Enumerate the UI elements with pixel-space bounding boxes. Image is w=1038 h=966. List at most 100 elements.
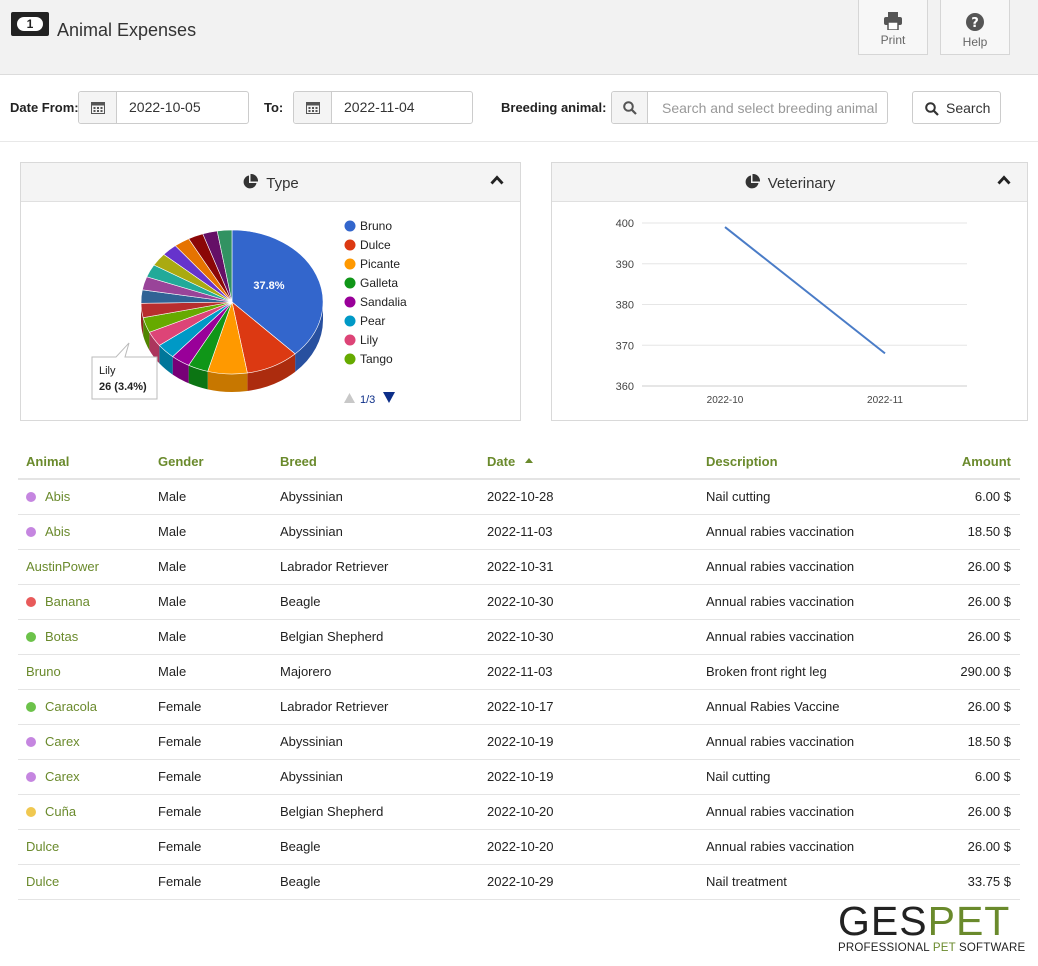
cell-animal[interactable]: Banana [18, 584, 150, 620]
print-button[interactable]: Print [858, 0, 928, 55]
breeding-animal-label: Breeding animal: [501, 100, 607, 115]
animal-name-link[interactable]: Dulce [26, 874, 60, 889]
page-title: Animal Expenses [57, 20, 197, 40]
app-icon-number: 1 [26, 17, 34, 31]
pie-slice-side[interactable] [159, 345, 173, 375]
legend-item[interactable]: Dulce [360, 238, 391, 252]
cell-amount: 26.00 $ [898, 689, 1020, 725]
cell-description: Annual rabies vaccination [698, 794, 898, 830]
animal-name-link[interactable]: Carex [45, 734, 80, 749]
veterinary-panel-header: Veterinary [552, 163, 1027, 202]
breeding-animal-input[interactable] [650, 93, 886, 122]
animal-name-link[interactable]: Dulce [26, 839, 60, 854]
cell-description: Annual Rabies Vaccine [698, 689, 898, 725]
table-row[interactable]: Carex Female Abyssinian 2022-10-19 Nail cutt… [18, 759, 1020, 795]
collapse-chevron-icon[interactable] [490, 175, 504, 185]
column-header-description[interactable]: Description [698, 444, 898, 480]
cell-gender: Female [150, 689, 272, 725]
animal-name-link[interactable]: AustinPower [26, 559, 99, 574]
legend-prev-arrow-icon[interactable] [344, 393, 355, 403]
pie-slice-side[interactable] [149, 332, 160, 364]
legend-item[interactable]: Sandalia [360, 295, 407, 309]
animal-color-dot [26, 527, 36, 537]
pie-slice-side[interactable] [143, 317, 150, 351]
cell-description: Nail cutting [698, 479, 898, 515]
y-tick-label: 370 [616, 340, 634, 352]
legend-item[interactable]: Lily [360, 333, 378, 347]
cell-amount: 290.00 $ [898, 654, 1020, 690]
cell-animal[interactable]: Caracola [18, 689, 150, 725]
cell-animal[interactable]: Botas [18, 619, 150, 655]
cell-animal[interactable]: Abis [18, 479, 150, 515]
table-row[interactable]: Botas Male Belgian Shepherd 2022-10-30 Annua… [18, 619, 1020, 655]
animal-name-link[interactable]: Botas [45, 629, 79, 644]
cell-description: Broken front right leg [698, 654, 898, 690]
collapse-chevron-icon[interactable] [997, 175, 1011, 185]
legend-swatch [344, 220, 356, 232]
date-to-value: 2022-11-04 [344, 99, 415, 115]
cell-breed: Belgian Shepherd [272, 619, 479, 655]
series-line[interactable] [724, 226, 886, 355]
table-row[interactable]: Carex Female Abyssinian 2022-10-19 Annual ra… [18, 724, 1020, 760]
legend-item[interactable]: Galleta [360, 276, 398, 290]
column-header-breed[interactable]: Breed [272, 444, 479, 480]
tooltip-label: Lily [99, 365, 116, 377]
cell-date: 2022-10-19 [479, 724, 698, 760]
legend-item[interactable]: Bruno [360, 219, 392, 233]
cell-animal[interactable]: Dulce [18, 864, 150, 900]
pie-slice[interactable] [231, 229, 324, 355]
animal-name-link[interactable]: Abis [45, 489, 71, 505]
animal-name-link[interactable]: Bruno [26, 664, 61, 679]
search-button[interactable]: Search [912, 91, 1001, 124]
pie-slice-side[interactable] [188, 365, 208, 390]
date-to-field[interactable]: 2022-11-04 [293, 91, 473, 124]
pie-slice-side[interactable] [207, 371, 248, 392]
cell-breed: Majorero [272, 654, 479, 690]
table-row[interactable]: Dulce Female Beagle 2022-10-20 Annual rabies… [18, 829, 1020, 865]
y-tick-label: 400 [616, 218, 634, 230]
animal-name-link[interactable]: Abis [45, 524, 71, 539]
help-button[interactable]: ? Help [940, 0, 1010, 55]
table-row[interactable]: Caracola Female Labrador Retriever 2022-10-… [18, 689, 1020, 725]
legend-swatch [344, 296, 356, 308]
cell-animal[interactable]: Cuña [18, 794, 150, 830]
pie-slice-side[interactable] [247, 353, 296, 391]
column-header-amount[interactable]: Amount [898, 444, 1020, 480]
pie-slice-side[interactable] [295, 302, 323, 372]
legend-item[interactable]: Picante [360, 257, 400, 271]
animal-name-link[interactable]: Cuña [45, 804, 77, 819]
cell-animal[interactable]: Dulce [18, 829, 150, 865]
table-row[interactable]: Bruno Male Majorero 2022-11-03 Broken front … [18, 654, 1020, 690]
animal-name-link[interactable]: Carex [45, 769, 80, 784]
pie-slice[interactable] [216, 229, 233, 303]
legend-item[interactable]: Tango [360, 352, 393, 366]
date-from-field[interactable]: 2022-10-05 [78, 91, 249, 124]
animal-name-link[interactable]: Banana [45, 594, 90, 609]
calendar-icon[interactable] [294, 92, 332, 123]
cell-animal[interactable]: Bruno [18, 654, 150, 690]
table-row[interactable]: Banana Male Beagle 2022-10-30 Annual rabies … [18, 584, 1020, 620]
table-row[interactable]: Dulce Female Beagle 2022-10-29 Nail treatmen… [18, 864, 1020, 900]
cell-animal[interactable]: Carex [18, 759, 150, 795]
table-row[interactable]: Abis Male Abyssinian 2022-10-28 Nail cutting… [18, 479, 1020, 515]
x-tick-label: 2022-11 [867, 395, 903, 406]
breeding-animal-select[interactable] [611, 91, 888, 124]
cell-description: Annual rabies vaccination [698, 514, 898, 550]
calendar-icon[interactable] [79, 92, 117, 123]
pie-slice-side[interactable] [172, 356, 189, 384]
table-row[interactable]: Abis Male Abyssinian 2022-11-03 Annual rabie… [18, 514, 1020, 550]
cell-animal[interactable]: Abis [18, 514, 150, 550]
column-header-gender[interactable]: Gender [150, 444, 272, 480]
animal-name-link[interactable]: Caracola [45, 699, 98, 714]
cell-animal[interactable]: AustinPower [18, 549, 150, 585]
column-header-animal[interactable]: Animal [18, 444, 150, 480]
cell-amount: 33.75 $ [898, 864, 1020, 900]
table-row[interactable]: Cuña Female Belgian Shepherd 2022-10-20 Annu… [18, 794, 1020, 830]
column-header-date[interactable]: Date [479, 444, 698, 480]
search-icon [925, 102, 939, 116]
table-row[interactable]: AustinPower Male Labrador Retriever 2022-10… [18, 549, 1020, 585]
legend-next-arrow-icon[interactable] [383, 392, 395, 403]
cell-animal[interactable]: Carex [18, 724, 150, 760]
legend-item[interactable]: Pear [360, 314, 385, 328]
cell-description: Annual rabies vaccination [698, 829, 898, 865]
